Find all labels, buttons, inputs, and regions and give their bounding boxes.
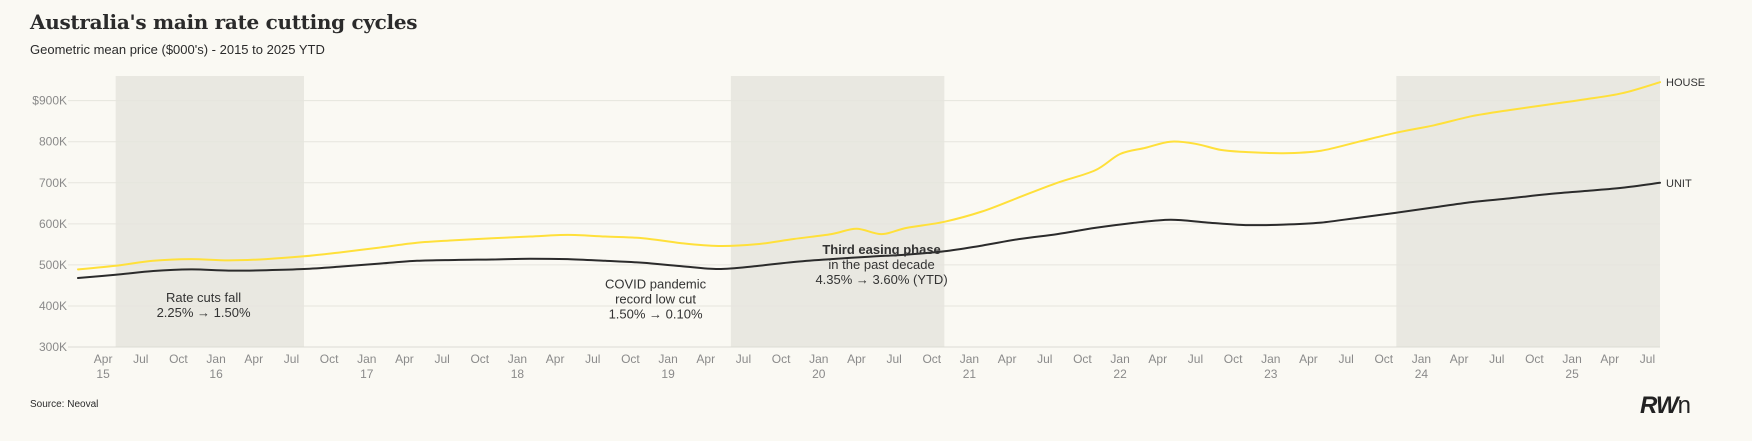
x-tick-label: Oct [1073,352,1092,366]
x-tick-label: Oct [1525,352,1544,366]
x-tick-label: Apr [546,352,565,366]
x-tick-year: 16 [209,367,223,381]
y-tick-label: 800K [39,135,67,149]
x-tick-label: Apr [1299,352,1318,366]
series-labels: HOUSE UNIT [1666,77,1705,190]
x-tick-label: Jan [357,352,376,366]
x-tick-year: 19 [661,367,675,381]
x-tick-label: Oct [922,352,941,366]
x-tick-label: Jan [508,352,527,366]
x-tick-label: Jan [1261,352,1280,366]
y-tick-label: 400K [39,299,67,313]
gridlines [68,100,1660,348]
x-tick-label: Jul [284,352,299,366]
x-tick-label: Jul [1640,352,1655,366]
x-tick-label: Jan [206,352,225,366]
x-tick-label: Apr [998,352,1017,366]
x-tick-label: Jul [1338,352,1353,366]
x-tick-year: 23 [1264,367,1278,381]
x-tick-label: Jul [133,352,148,366]
x-tick-label: Apr [94,352,113,366]
x-tick-label: Jan [960,352,979,366]
x-tick-year: 24 [1415,367,1429,381]
y-tick-label: 600K [39,217,67,231]
annotations: Rate cuts fall 2.25% → 1.50% COVID pandemi… [157,242,948,322]
x-tick-label: Oct [621,352,640,366]
x-tick-label: Apr [244,352,263,366]
annotation-2: COVID pandemic record low cut 1.50% → 0.10… [605,277,707,322]
chart-title: Australia's main rate cutting cycles [30,10,418,34]
x-tick-year: 15 [96,367,110,381]
series-label-house: HOUSE [1666,77,1705,89]
y-tick-label: $900K [32,94,67,108]
shaded-period-1 [115,76,305,347]
x-tick-label: Oct [169,352,188,366]
x-tick-label: Jul [886,352,901,366]
x-tick-label: Oct [320,352,339,366]
x-tick-label: Jan [1562,352,1581,366]
y-axis-ticks: 300K 400K 500K 600K 700K 800K $900K [32,94,67,354]
x-tick-label: Oct [1224,352,1243,366]
annotation-1: Rate cuts fall 2.25% → 1.50% [157,290,251,320]
x-tick-year: 22 [1113,367,1127,381]
x-tick-year: 17 [360,367,374,381]
x-tick-label: Apr [847,352,866,366]
x-tick-label: Jan [658,352,677,366]
shaded-period-2 [730,76,945,347]
x-tick-label: Jan [1110,352,1129,366]
series-line-unit [77,181,1661,279]
y-tick-label: 300K [39,340,67,354]
x-tick-label: Jul [1037,352,1052,366]
x-tick-label: Oct [1374,352,1393,366]
y-tick-label: 700K [39,176,67,190]
x-tick-label: Jul [585,352,600,366]
shaded-periods [115,76,1660,347]
chart-subtitle: Geometric mean price ($000's) - 2015 to … [30,42,325,57]
x-tick-label: Jul [1188,352,1203,366]
y-tick-label: 500K [39,258,67,272]
x-tick-label: Apr [696,352,715,366]
x-tick-label: Oct [470,352,489,366]
x-tick-year: 20 [812,367,826,381]
x-tick-label: Jul [1489,352,1504,366]
x-tick-label: Jul [434,352,449,366]
x-tick-label: Jul [736,352,751,366]
x-tick-label: Jan [809,352,828,366]
source-note: Source: Neoval [30,399,99,410]
series-lines [77,81,1661,279]
x-tick-year: 21 [963,367,977,381]
x-tick-label: Apr [1600,352,1619,366]
shaded-period-3 [1396,76,1660,347]
x-tick-label: Apr [1450,352,1469,366]
x-tick-label: Apr [1148,352,1167,366]
x-tick-year: 18 [511,367,525,381]
x-tick-year: 25 [1565,367,1579,381]
annotation-3: Third easing phase in the past decade 4.35… [815,242,947,287]
x-tick-label: Apr [395,352,414,366]
series-line-house [77,81,1661,271]
brand-logo: RWn [1640,392,1691,419]
x-tick-label: Jan [1412,352,1431,366]
series-label-unit: UNIT [1666,178,1692,190]
x-tick-label: Oct [772,352,791,366]
